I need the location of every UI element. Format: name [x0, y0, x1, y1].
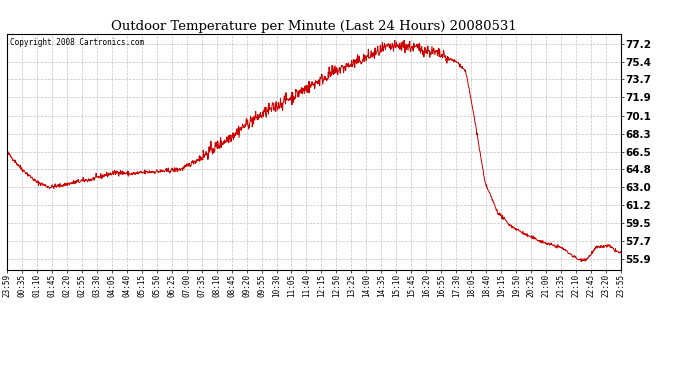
Text: Copyright 2008 Cartronics.com: Copyright 2008 Cartronics.com: [10, 39, 144, 48]
Title: Outdoor Temperature per Minute (Last 24 Hours) 20080531: Outdoor Temperature per Minute (Last 24 …: [111, 20, 517, 33]
